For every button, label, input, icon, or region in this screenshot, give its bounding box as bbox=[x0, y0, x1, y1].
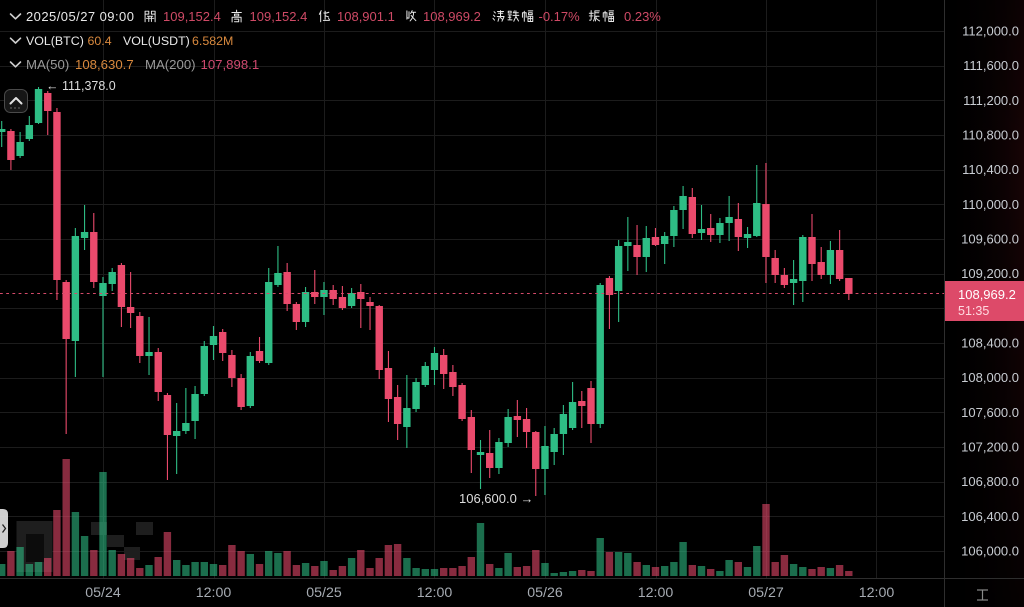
svg-text:110,800.0: 110,800.0 bbox=[962, 128, 1019, 143]
svg-text:110,000.0: 110,000.0 bbox=[962, 197, 1019, 212]
svg-text:2025/05/27 09:00: 2025/05/27 09:00 bbox=[26, 9, 134, 24]
svg-text:05/26: 05/26 bbox=[527, 585, 563, 601]
svg-text:12:00: 12:00 bbox=[196, 585, 232, 601]
svg-text:12:00: 12:00 bbox=[638, 585, 674, 601]
svg-text:110,400.0: 110,400.0 bbox=[962, 162, 1019, 177]
svg-text:108,969.2: 108,969.2 bbox=[423, 9, 481, 24]
svg-text:12:00: 12:00 bbox=[417, 585, 453, 601]
svg-text:111,200.0: 111,200.0 bbox=[963, 93, 1019, 108]
svg-text:MA(200): MA(200) bbox=[145, 57, 196, 72]
svg-text:05/27: 05/27 bbox=[748, 585, 784, 601]
svg-text:6.582M: 6.582M bbox=[192, 34, 233, 48]
svg-text:108,901.1: 108,901.1 bbox=[337, 9, 395, 24]
svg-text:108,969.2: 108,969.2 bbox=[958, 287, 1016, 302]
svg-text:05/25: 05/25 bbox=[306, 585, 342, 601]
svg-text:106,800.0: 106,800.0 bbox=[961, 474, 1019, 489]
svg-text:109,152.4: 109,152.4 bbox=[163, 9, 221, 24]
svg-text:108,400.0: 108,400.0 bbox=[961, 336, 1019, 351]
svg-text:109,600.0: 109,600.0 bbox=[961, 232, 1019, 247]
svg-text:0.23%: 0.23% bbox=[624, 9, 661, 24]
svg-text:109,152.4: 109,152.4 bbox=[250, 9, 308, 24]
svg-text:VOL(BTC): VOL(BTC) bbox=[26, 34, 84, 48]
svg-text:05/24: 05/24 bbox=[85, 585, 121, 601]
svg-text:12:00: 12:00 bbox=[859, 585, 895, 601]
svg-text:51:35: 51:35 bbox=[958, 304, 989, 318]
svg-text:112,000.0: 112,000.0 bbox=[962, 24, 1019, 39]
svg-text:109,200.0: 109,200.0 bbox=[961, 266, 1019, 281]
svg-text:108,630.7: 108,630.7 bbox=[75, 57, 134, 72]
svg-text:107,200.0: 107,200.0 bbox=[961, 440, 1019, 455]
svg-text:106,000.0: 106,000.0 bbox=[961, 544, 1019, 559]
svg-text:106,600.0 →: 106,600.0 → bbox=[459, 491, 533, 506]
svg-text:60.4: 60.4 bbox=[88, 34, 112, 48]
svg-text:MA(50): MA(50) bbox=[26, 57, 69, 72]
svg-text:106,400.0: 106,400.0 bbox=[961, 509, 1019, 524]
svg-text:107,600.0: 107,600.0 bbox=[961, 405, 1019, 420]
svg-text:111,600.0: 111,600.0 bbox=[963, 58, 1019, 73]
svg-text:108,000.0: 108,000.0 bbox=[961, 370, 1019, 385]
svg-text:← 111,378.0: ← 111,378.0 bbox=[46, 79, 116, 93]
svg-text:VOL(USDT): VOL(USDT) bbox=[123, 34, 190, 48]
svg-text:107,898.1: 107,898.1 bbox=[201, 57, 260, 72]
svg-text:-0.17%: -0.17% bbox=[539, 9, 581, 24]
